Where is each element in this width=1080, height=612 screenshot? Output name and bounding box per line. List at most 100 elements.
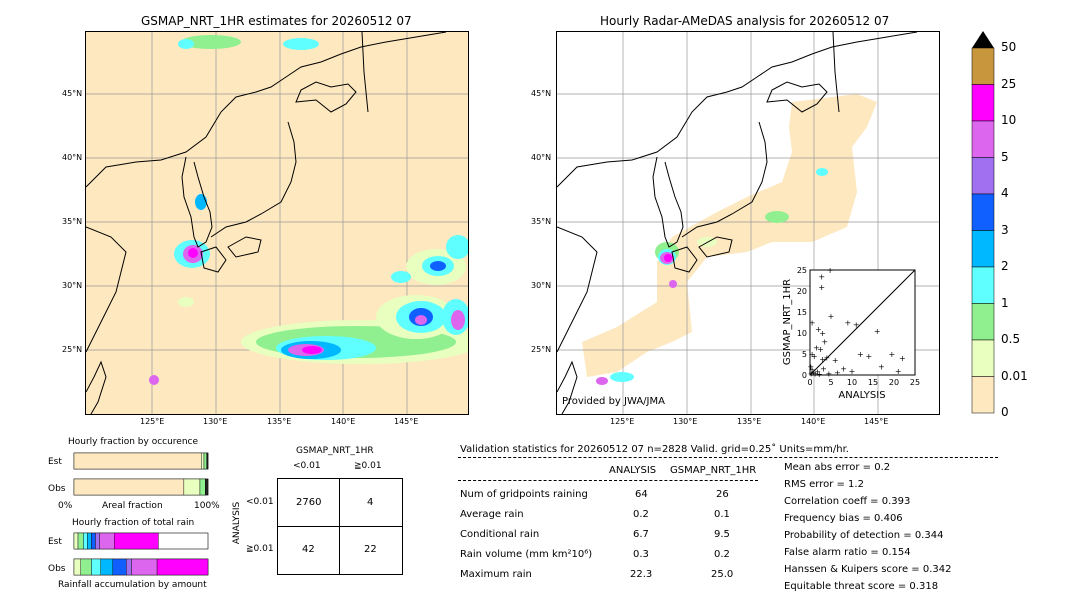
totalrain-segment (83, 532, 88, 550)
contingency-row-header: <0.01 (246, 497, 274, 507)
scatter-points: ++++++++++++ ++ ++ +++ + + +++ + ++++++++ + ++ (807, 266, 905, 379)
scatter-xtick-label: 15 (868, 378, 878, 387)
contingency-hdivider (278, 526, 402, 527)
occurrence-xtick-left: 0% (58, 501, 73, 511)
scatter-ylabel: GSMAP_NRT_1HR (782, 279, 793, 365)
scatter-yticks: 0 5 10 15 20 25 (797, 266, 807, 380)
stat-label: Conditional rain (460, 529, 540, 540)
scatter-point: + (889, 350, 896, 359)
score: False alarm ratio = 0.154 (784, 547, 911, 558)
right-lon-label: 135°E (737, 417, 762, 426)
right-lat-label: 35°N (531, 217, 552, 226)
colorbar-arrow (972, 31, 994, 48)
right-lat-label: 45°N (531, 89, 552, 98)
colorbar-segment (971, 120, 995, 158)
occurrence-xlabel: Areal fraction (102, 501, 163, 511)
validation-header-rule (458, 457, 998, 458)
right-map-title: Hourly Radar-AMeDAS analysis for 2026051… (600, 14, 890, 28)
left-lon-label: 130°E (203, 417, 228, 426)
left-map-coast (86, 32, 447, 414)
contingency-cell: 4 (367, 497, 374, 508)
validation-header: Validation statistics for 20260512 07 n=… (460, 444, 849, 455)
colorbar-label: 5 (1001, 149, 1009, 164)
totalrain-segment (95, 532, 100, 550)
scatter-point: + (828, 312, 835, 321)
occurrence-xtick-right: 100% (194, 501, 220, 511)
colorbar-label: 3 (1001, 222, 1009, 237)
col-analysis: ANALYSIS (609, 465, 657, 476)
colorbar-label: 4 (1001, 186, 1009, 200)
stat-label: Maximum rain (460, 569, 532, 580)
scatter-point: + (809, 350, 816, 359)
scatter-point: + (832, 356, 839, 365)
scatter-point: + (813, 344, 820, 353)
left-lat-label: 45°N (62, 89, 83, 98)
occurrence-obs-label: Obs (48, 484, 66, 494)
left-map (85, 31, 469, 415)
scatter-point: + (874, 327, 881, 336)
scatter-point: + (811, 352, 818, 361)
occurrence-segment (73, 452, 202, 470)
scatter-ytick-label: 0 (802, 371, 807, 380)
scatter-point: + (834, 368, 841, 377)
occurrence-bars (73, 452, 209, 496)
stat-label: Average rain (460, 509, 524, 520)
left-lat-label: 25°N (62, 345, 83, 354)
occurrence-title: Hourly fraction by occurence (68, 437, 199, 447)
contingency-title: GSMAP_NRT_1HR (296, 446, 374, 456)
col-gsmap: GSMAP_NRT_1HR (670, 465, 757, 476)
scatter-point: + (818, 272, 825, 281)
scatter-xlabel: ANALYSIS (838, 390, 885, 401)
left-lon-label: 140°E (331, 417, 356, 426)
totalrain-segment (99, 532, 115, 550)
occurrence-segment (206, 452, 209, 470)
left-lon-label: 145°E (394, 417, 419, 426)
stat-gsmap: 0.2 (714, 549, 730, 560)
right-lat-label: 40°N (531, 153, 552, 162)
occurrence-segment (183, 478, 201, 496)
left-lat-label: 35°N (62, 217, 83, 226)
right-map-coverage (582, 94, 877, 377)
scatter-point: + (853, 321, 860, 330)
contingency-col-header: ≧0.01 (354, 461, 382, 471)
right-map-rain (596, 168, 828, 385)
scatter-xticks: 0 5 10 15 20 25 (807, 378, 920, 387)
scatter-point: + (878, 363, 885, 372)
left-lat-label: 30°N (62, 281, 83, 290)
scatter-xtick-label: 10 (847, 378, 857, 387)
occurrence-segment (73, 478, 185, 496)
scatter-point: + (840, 365, 847, 374)
data-credit: Provided by JWA/JMA (562, 396, 665, 407)
contingency-table: 2760 4 42 22 (277, 478, 403, 575)
left-lon-label: 135°E (267, 417, 292, 426)
stat-analysis: 64 (635, 489, 648, 500)
totalrain-segment (131, 558, 158, 576)
colorbar-segment (971, 266, 995, 304)
totalrain-segment (114, 532, 159, 550)
totalrain-segment (91, 558, 102, 576)
stat-gsmap: 25.0 (711, 569, 734, 580)
scatter-point: + (899, 354, 906, 363)
colorbar-segment (971, 339, 995, 377)
right-lon-label: 140°E (801, 417, 826, 426)
right-map-coast (557, 32, 918, 414)
stat-analysis: 22.3 (630, 569, 653, 580)
colorbar-label: 0.01 (1001, 368, 1028, 383)
totalrain-segment (77, 532, 84, 550)
right-lat-label: 25°N (531, 345, 552, 354)
colorbar-segment (971, 376, 995, 414)
scatter-point: + (821, 337, 828, 346)
left-lon-label: 125°E (140, 417, 165, 426)
right-lon-label: 125°E (610, 417, 635, 426)
scatter-point: + (816, 370, 823, 379)
scatter-point: + (820, 364, 827, 373)
scatter-point: + (814, 368, 821, 377)
scatter-point: + (808, 369, 815, 378)
scatter-point: + (826, 369, 833, 378)
scatter-point: + (823, 353, 830, 362)
scatter-xtick-label: 5 (828, 378, 833, 387)
validation-table-rule (458, 480, 758, 481)
left-map-rain (149, 35, 468, 385)
contingency-col-header: <0.01 (293, 461, 321, 471)
scatter-point: + (810, 368, 817, 377)
